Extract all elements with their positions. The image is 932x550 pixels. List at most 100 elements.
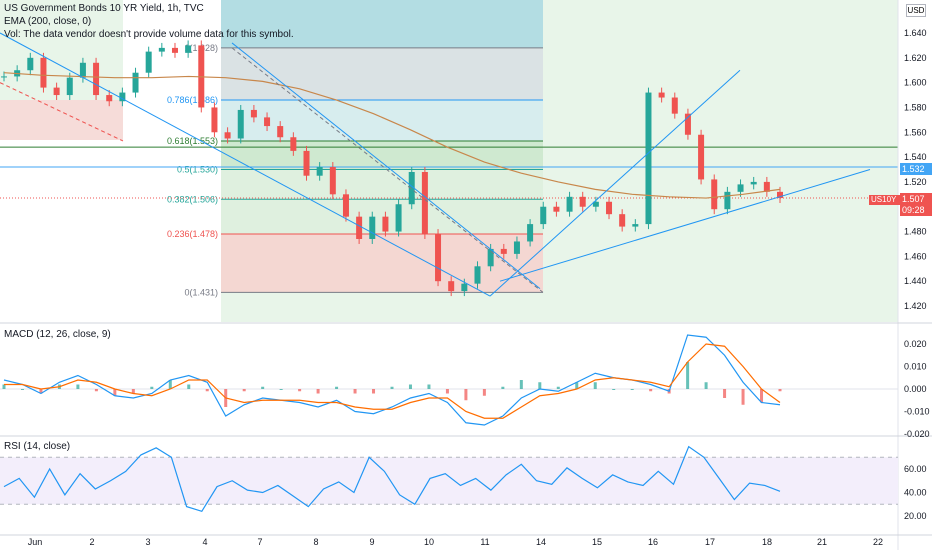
candle-body <box>698 134 705 180</box>
dashed-line-left <box>0 82 124 142</box>
fib-trend-dashed <box>231 47 544 293</box>
candle-body <box>671 97 678 114</box>
price-tick-label: 1.460 <box>904 251 927 261</box>
fib-level-label: 0(1.431) <box>184 287 218 297</box>
candle-body <box>737 184 744 192</box>
ema-line <box>3 72 781 199</box>
currency-badge[interactable]: USD <box>906 4 926 17</box>
candle-body <box>1 76 7 78</box>
macd-histogram-bar <box>408 384 412 389</box>
macd-histogram-bar <box>556 386 560 389</box>
macd-histogram-bar <box>612 389 616 390</box>
candle-body <box>658 92 665 98</box>
macd-histogram-bar <box>482 389 486 396</box>
candle-body <box>553 206 560 212</box>
x-tick-label: 4 <box>202 537 207 547</box>
signal-line <box>4 343 781 419</box>
fib-level-label: 0.382(1.506) <box>167 194 218 204</box>
candle-body <box>474 266 481 284</box>
trendline-up-lower <box>499 169 871 282</box>
candle-body <box>342 194 349 217</box>
candle-body <box>500 248 507 254</box>
candle-body <box>513 241 520 254</box>
candle-body <box>750 181 757 185</box>
x-tick-label: 18 <box>762 537 772 547</box>
candle-body <box>579 196 586 207</box>
fib-band <box>221 100 543 141</box>
price-tick-label: 1.480 <box>904 227 927 237</box>
macd-histogram-bar <box>353 389 357 394</box>
candle-body <box>619 214 626 227</box>
macd-histogram-bar <box>741 389 745 405</box>
macd-histogram-bar <box>150 386 154 389</box>
macd-histogram-bar <box>242 389 246 392</box>
macd-histogram-bar <box>575 382 579 389</box>
rsi-line <box>3 445 781 513</box>
symbol-tag: US10Y <box>869 195 902 205</box>
candle-body <box>40 57 47 88</box>
fib-level-label: 0.618(1.553) <box>167 136 218 146</box>
macd-legend[interactable]: MACD (12, 26, close, 9) <box>4 329 111 340</box>
fib-band <box>221 47 543 101</box>
candle-body <box>132 72 139 93</box>
macd-histogram-bar <box>630 389 634 390</box>
candle-body <box>171 47 178 53</box>
candle-body <box>237 109 244 139</box>
fib-band <box>221 234 543 293</box>
macd-histogram-bar <box>760 389 764 403</box>
x-tick-label: 9 <box>369 537 374 547</box>
candle-body <box>527 224 534 242</box>
candle-body <box>724 191 731 210</box>
x-tick-label: 15 <box>592 537 602 547</box>
macd-histogram-bar <box>538 382 542 389</box>
macd-histogram-bar <box>279 389 283 390</box>
fib-band <box>221 140 543 170</box>
candle-body <box>303 150 310 176</box>
candle-body <box>119 92 126 102</box>
x-tick-label: 14 <box>536 537 546 547</box>
macd-tick-label: 0.000 <box>904 384 927 394</box>
candle-body <box>250 109 257 118</box>
macd-histogram-bar <box>649 389 653 392</box>
macd-histogram-bar <box>464 389 468 401</box>
macd-histogram-bar <box>704 382 708 389</box>
candle-body <box>27 57 34 71</box>
candle-body <box>592 201 599 207</box>
candle-body <box>645 92 652 225</box>
candle-body <box>408 171 415 205</box>
last-price-tag: 1.507 <box>900 193 932 205</box>
candle-body <box>395 204 402 232</box>
macd-histogram-bar <box>593 382 597 389</box>
countdown-tag: 09:28 <box>900 204 932 216</box>
macd-histogram-bar <box>519 380 523 389</box>
candle-body <box>487 248 494 267</box>
macd-tick-label: 0.020 <box>904 339 927 349</box>
macd-histogram-bar <box>76 384 80 389</box>
price-tick-label: 1.440 <box>904 276 927 286</box>
fib-level-label: 0.5(1.530) <box>177 165 218 175</box>
x-tick-label: Jun <box>28 537 43 547</box>
candle-body <box>711 179 718 210</box>
candle-body <box>93 62 100 96</box>
macd-histogram-bar <box>335 386 339 389</box>
ema-legend[interactable]: EMA (200, close, 0) <box>4 16 92 27</box>
price-tick-label: 1.600 <box>904 78 927 88</box>
price-tick-label: 1.520 <box>904 177 927 187</box>
macd-histogram-bar <box>501 386 505 389</box>
candle-body <box>185 45 192 53</box>
rsi-tick-label: 60.00 <box>904 464 927 474</box>
macd-histogram-bar <box>427 384 431 389</box>
x-tick-label: 2 <box>89 537 94 547</box>
x-tick-label: 16 <box>648 537 658 547</box>
macd-histogram-bar <box>205 389 209 392</box>
macd-histogram-bar <box>316 389 320 394</box>
chart-title[interactable]: US Government Bonds 10 YR Yield, 1h, TVC <box>4 3 204 14</box>
candle-body <box>316 167 323 176</box>
candle-body <box>224 132 231 139</box>
vol-legend: Vol: The data vendor doesn't provide vol… <box>4 29 294 40</box>
candle-body <box>145 51 152 73</box>
fib-band <box>221 199 543 235</box>
rsi-legend[interactable]: RSI (14, close) <box>4 441 71 452</box>
candle-body <box>369 216 376 239</box>
